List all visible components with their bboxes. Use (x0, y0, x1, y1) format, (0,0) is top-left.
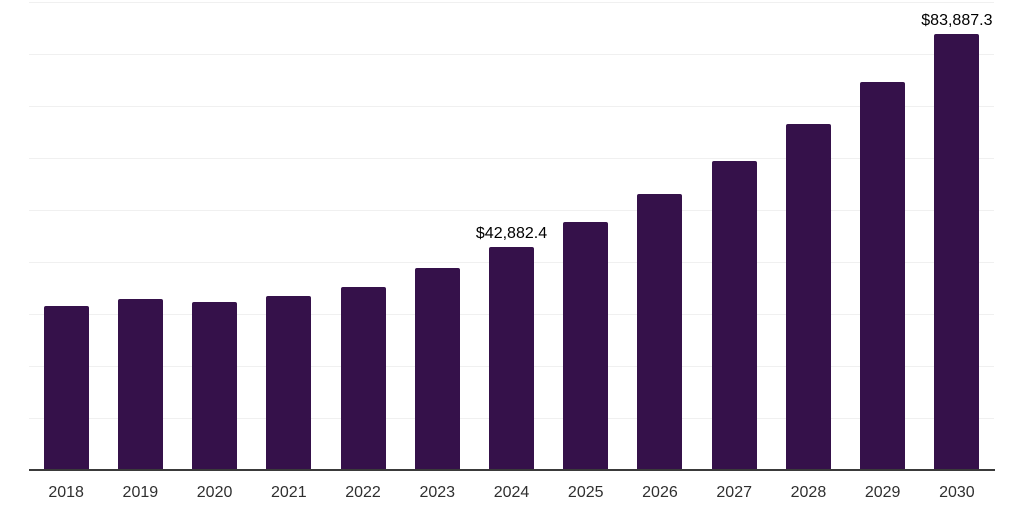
bar-2029 (860, 82, 906, 470)
gridline-60000 (29, 158, 994, 159)
value-label-2030: $83,887.3 (921, 11, 993, 29)
bar-2019 (117, 298, 163, 470)
x-tick-label-2022: 2022 (345, 484, 381, 501)
x-tick-label-2026: 2026 (642, 484, 678, 501)
bar-2018 (43, 306, 89, 470)
x-tick-label-2028: 2028 (790, 484, 827, 501)
bar-2027 (711, 161, 757, 470)
x-tick-label-2030: 2030 (939, 484, 975, 501)
bar-2022 (340, 286, 386, 470)
bar-2021 (266, 295, 312, 470)
bar-2030 (934, 33, 980, 470)
x-tick-label-2019: 2019 (122, 484, 159, 501)
x-axis-line (29, 469, 995, 471)
gridline-80000 (29, 54, 994, 55)
gridline-70000 (29, 106, 994, 107)
x-tick-label-2018: 2018 (48, 484, 84, 501)
x-tick-label-2029: 2029 (864, 484, 901, 501)
x-tick-label-2020: 2020 (196, 484, 233, 501)
x-tick-label-2024: 2024 (493, 484, 530, 501)
bar-2020 (192, 302, 238, 470)
x-tick-label-2027: 2027 (716, 484, 752, 501)
x-tick-label-2025: 2025 (567, 484, 604, 501)
bar-2028 (785, 124, 831, 470)
value-label-2024: $42,882.4 (475, 225, 548, 242)
bar-2026 (637, 194, 683, 470)
x-tick-label-2023: 2023 (419, 484, 456, 501)
gridline-50000 (29, 210, 994, 211)
bar-2023 (414, 267, 460, 470)
bar-2025 (563, 221, 609, 470)
bar-2024 (489, 247, 534, 470)
gridline-90000 (29, 2, 994, 3)
x-tick-label-2021: 2021 (271, 484, 307, 501)
